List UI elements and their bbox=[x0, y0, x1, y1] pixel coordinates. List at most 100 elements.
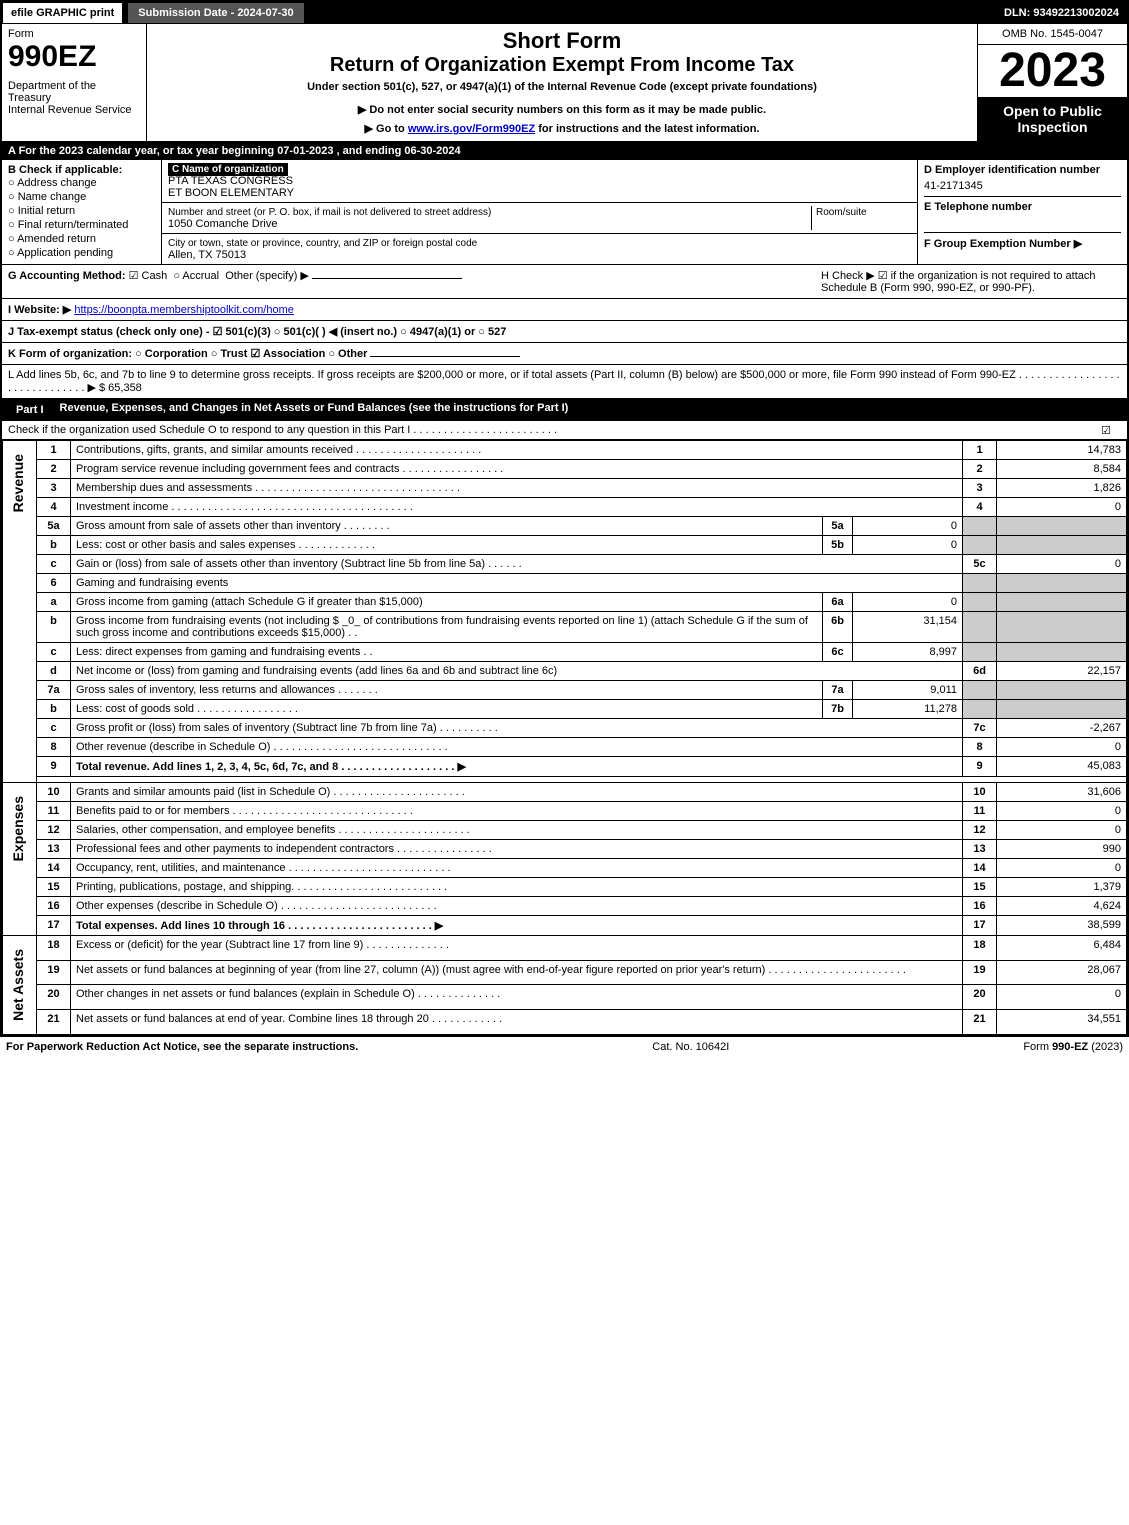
website-link[interactable]: https://boonpta.membershiptoolkit.com/ho… bbox=[74, 304, 294, 316]
l16-rnum: 16 bbox=[963, 897, 997, 916]
l5c-num: c bbox=[37, 555, 71, 574]
dept-treasury: Department of the Treasury Internal Reve… bbox=[8, 80, 140, 116]
line-19: 19Net assets or fund balances at beginni… bbox=[3, 960, 1127, 985]
l15-desc: Printing, publications, postage, and shi… bbox=[71, 878, 963, 897]
netassets-vlabel: Net Assets bbox=[8, 939, 28, 1031]
l7a-desc: Gross sales of inventory, less returns a… bbox=[71, 681, 823, 700]
street-label: Number and street (or P. O. box, if mail… bbox=[168, 207, 491, 218]
l1-val: 14,783 bbox=[997, 441, 1127, 460]
form-word: Form bbox=[8, 28, 140, 40]
open-public-inspection: Open to Public Inspection bbox=[978, 97, 1127, 141]
org-name-1: PTA TEXAS CONGRESS bbox=[168, 175, 293, 187]
line-7c: c Gross profit or (loss) from sales of i… bbox=[3, 719, 1127, 738]
l13-rnum: 13 bbox=[963, 840, 997, 859]
l6c-sub: 6c bbox=[823, 643, 853, 662]
line-14: 14Occupancy, rent, utilities, and mainte… bbox=[3, 859, 1127, 878]
l20-desc: Other changes in net assets or fund bala… bbox=[71, 985, 963, 1010]
line-5a: 5a Gross amount from sale of assets othe… bbox=[3, 517, 1127, 536]
l11-num: 11 bbox=[37, 802, 71, 821]
l14-val: 0 bbox=[997, 859, 1127, 878]
l6a-vshade bbox=[997, 593, 1127, 612]
l5b-num: b bbox=[37, 536, 71, 555]
l16-desc: Other expenses (describe in Schedule O) … bbox=[71, 897, 963, 916]
l4-num: 4 bbox=[37, 498, 71, 517]
l17-desc: Total expenses. Add lines 10 through 16 … bbox=[71, 916, 963, 936]
l9-desc: Total revenue. Add lines 1, 2, 3, 4, 5c,… bbox=[71, 757, 963, 777]
l11-desc: Benefits paid to or for members . . . . … bbox=[71, 802, 963, 821]
line-17: 17Total expenses. Add lines 10 through 1… bbox=[3, 916, 1127, 936]
l21-val: 34,551 bbox=[997, 1010, 1127, 1035]
cb-cash[interactable]: Cash bbox=[129, 270, 168, 282]
cb-application-pending[interactable]: Application pending bbox=[8, 246, 155, 260]
l7c-desc: Gross profit or (loss) from sales of inv… bbox=[71, 719, 963, 738]
l16-val: 4,624 bbox=[997, 897, 1127, 916]
line-8: 8 Other revenue (describe in Schedule O)… bbox=[3, 738, 1127, 757]
irs-link[interactable]: www.irs.gov/Form990EZ bbox=[408, 123, 535, 135]
cb-accrual[interactable]: Accrual bbox=[173, 270, 219, 282]
efile-print-button[interactable]: efile GRAPHIC print bbox=[2, 2, 123, 24]
l10-desc: Grants and similar amounts paid (list in… bbox=[71, 783, 963, 802]
cb-amended-return[interactable]: Amended return bbox=[8, 232, 155, 246]
row-g-h: G Accounting Method: Cash Accrual Other … bbox=[2, 265, 1127, 299]
footer-right-pre: Form bbox=[1023, 1041, 1052, 1053]
l14-num: 14 bbox=[37, 859, 71, 878]
header-right: OMB No. 1545-0047 2023 Open to Public In… bbox=[977, 24, 1127, 141]
dln-label: DLN: 93492213002024 bbox=[996, 3, 1127, 23]
l5b-subval: 0 bbox=[853, 536, 963, 555]
l-value: 65,358 bbox=[108, 382, 142, 394]
line-11: 11Benefits paid to or for members . . . … bbox=[3, 802, 1127, 821]
l14-rnum: 14 bbox=[963, 859, 997, 878]
l15-num: 15 bbox=[37, 878, 71, 897]
row-j: J Tax-exempt status (check only one) - ☑… bbox=[2, 321, 1127, 343]
l6b-desc: Gross income from fundraising events (no… bbox=[71, 612, 823, 643]
l6a-sub: 6a bbox=[823, 593, 853, 612]
line-5c: c Gain or (loss) from sale of assets oth… bbox=[3, 555, 1127, 574]
l6-vshade bbox=[997, 574, 1127, 593]
cb-address-change[interactable]: Address change bbox=[8, 176, 155, 190]
l5a-sub: 5a bbox=[823, 517, 853, 536]
schedule-o-checkbox[interactable]: ☑ bbox=[1101, 424, 1111, 437]
line-6a: a Gross income from gaming (attach Sched… bbox=[3, 593, 1127, 612]
l8-rnum: 8 bbox=[963, 738, 997, 757]
part-i-checkline: Check if the organization used Schedule … bbox=[2, 421, 1127, 440]
l7b-rshade bbox=[963, 700, 997, 719]
l5a-vshade bbox=[997, 517, 1127, 536]
l7c-val: -2,267 bbox=[997, 719, 1127, 738]
line-16: 16Other expenses (describe in Schedule O… bbox=[3, 897, 1127, 916]
l18-desc: Excess or (deficit) for the year (Subtra… bbox=[71, 936, 963, 961]
top-bar-left: efile GRAPHIC print Submission Date - 20… bbox=[2, 2, 305, 24]
l6a-subval: 0 bbox=[853, 593, 963, 612]
l4-rnum: 4 bbox=[963, 498, 997, 517]
box-c: C Name of organization PTA TEXAS CONGRES… bbox=[162, 160, 917, 264]
l21-desc: Net assets or fund balances at end of ye… bbox=[71, 1010, 963, 1035]
line-21: 21Net assets or fund balances at end of … bbox=[3, 1010, 1127, 1035]
row-l: L Add lines 5b, 6c, and 7b to line 9 to … bbox=[2, 365, 1127, 399]
l6c-num: c bbox=[37, 643, 71, 662]
l19-desc: Net assets or fund balances at beginning… bbox=[71, 960, 963, 985]
top-bar: efile GRAPHIC print Submission Date - 20… bbox=[2, 2, 1127, 24]
line-4: 4 Investment income . . . . . . . . . . … bbox=[3, 498, 1127, 517]
l8-num: 8 bbox=[37, 738, 71, 757]
ein-value: 41-2171345 bbox=[924, 176, 1121, 197]
subtitle-3: ▶ Go to www.irs.gov/Form990EZ for instru… bbox=[151, 122, 973, 135]
l18-num: 18 bbox=[37, 936, 71, 961]
l1-desc: Contributions, gifts, grants, and simila… bbox=[71, 441, 963, 460]
l12-num: 12 bbox=[37, 821, 71, 840]
line-9: 9 Total revenue. Add lines 1, 2, 3, 4, 5… bbox=[3, 757, 1127, 777]
l19-num: 19 bbox=[37, 960, 71, 985]
l5b-sub: 5b bbox=[823, 536, 853, 555]
cb-final-return[interactable]: Final return/terminated bbox=[8, 218, 155, 232]
cb-initial-return[interactable]: Initial return bbox=[8, 204, 155, 218]
l6c-desc: Less: direct expenses from gaming and fu… bbox=[71, 643, 823, 662]
city-label: City or town, state or province, country… bbox=[168, 238, 477, 249]
row-a-tax-year: A For the 2023 calendar year, or tax yea… bbox=[2, 142, 1127, 160]
l6b-num: b bbox=[37, 612, 71, 643]
l5a-subval: 0 bbox=[853, 517, 963, 536]
l7a-vshade bbox=[997, 681, 1127, 700]
footer-right-post: (2023) bbox=[1088, 1041, 1123, 1053]
submission-date-button[interactable]: Submission Date - 2024-07-30 bbox=[127, 2, 304, 24]
l6a-rshade bbox=[963, 593, 997, 612]
l7b-desc: Less: cost of goods sold . . . . . . . .… bbox=[71, 700, 823, 719]
l11-rnum: 11 bbox=[963, 802, 997, 821]
cb-name-change[interactable]: Name change bbox=[8, 190, 155, 204]
